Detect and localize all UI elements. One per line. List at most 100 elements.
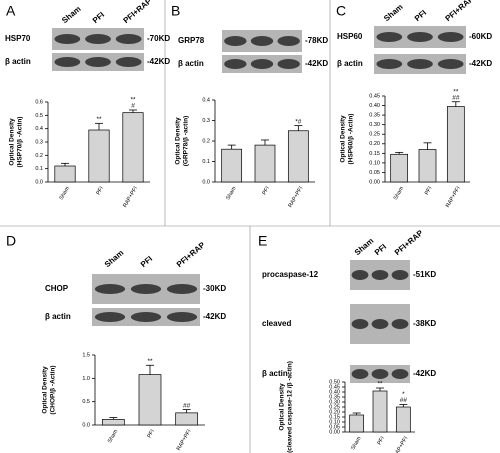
blot-band [277, 59, 300, 69]
blot-size-label: -78KD [305, 36, 328, 45]
bar [122, 112, 144, 183]
blot-band [351, 270, 369, 280]
lane-label: Sham [353, 236, 375, 257]
blot-row-label: β actin [5, 57, 31, 66]
panel-label: C [336, 3, 346, 19]
y-tick-label: 0.50 [329, 379, 340, 385]
bar [175, 412, 199, 426]
y-tick-label: 0.0 [35, 179, 43, 185]
y-tick-label: 0.35 [329, 394, 340, 400]
bar [138, 374, 162, 426]
panel-label: E [258, 233, 267, 249]
blot-band [54, 57, 81, 67]
y-tick-label: 0.4 [35, 126, 43, 132]
x-tick-label: PFI [424, 185, 434, 196]
blot-band [115, 57, 142, 67]
blot-band [371, 369, 389, 379]
blot-band [371, 319, 389, 329]
x-tick-label: Sham [59, 185, 72, 201]
blot-size-label: -42KD [305, 59, 328, 68]
y-tick-label: 0.45 [369, 93, 380, 99]
y-axis-label: (HSP60/β -Actin) [348, 114, 355, 165]
bar [254, 144, 276, 183]
x-tick-label: Sham [225, 185, 238, 201]
blot-band [351, 319, 369, 329]
blot-band [85, 57, 111, 67]
y-tick-label: 0.5 [35, 113, 43, 119]
blot-band [376, 59, 403, 69]
lane-label: PFI+RAP [444, 0, 476, 23]
y-axis-label: Optical Density [9, 118, 16, 166]
y-tick-label: 0.0 [202, 179, 210, 185]
panel-label: A [6, 3, 16, 19]
blot-band [351, 369, 369, 379]
blot-size-label: -42KD [413, 369, 436, 378]
blot-band [54, 34, 81, 44]
blot-row-label: CHOP [45, 284, 69, 293]
y-axis-label: Optical Density [279, 383, 286, 431]
bar [395, 406, 411, 433]
y-axis-label: (cleaved caspase-12 /β -actin) [287, 361, 294, 453]
blot-band [407, 59, 433, 69]
blot-row-label: cleaved [262, 319, 291, 328]
lane-label: PFI+RAP [122, 0, 154, 25]
blot-band [166, 312, 198, 322]
bar [446, 106, 465, 183]
y-tick-label: 0.2 [35, 153, 43, 159]
bar [390, 153, 409, 183]
y-tick-label: 0.10 [329, 419, 340, 425]
significance-mark: ** [377, 381, 383, 388]
blot-row-label: HSP60 [337, 32, 363, 41]
y-tick-label: 0.40 [329, 389, 340, 395]
blot-size-label: -70KD [147, 34, 170, 43]
blot-size-label: -51KD [413, 270, 436, 279]
y-tick-label: 0.00 [329, 429, 340, 435]
blot-row-label: GRP78 [178, 36, 205, 45]
bar [101, 419, 125, 426]
y-tick-label: 0.10 [369, 160, 380, 166]
x-tick-label: PFI [96, 185, 106, 196]
significance-mark: ** [130, 97, 136, 104]
y-tick-label: 0.20 [329, 409, 340, 415]
blot-row-label: β actin [178, 59, 204, 68]
y-tick-label: 0.30 [329, 399, 340, 405]
bar [221, 148, 243, 183]
y-axis-label: (GRP78/β -actin) [183, 116, 190, 167]
panel-label: D [6, 233, 16, 249]
y-tick-label: 0.40 [369, 103, 380, 109]
blot-band [376, 32, 403, 42]
lane-label: PFI [91, 10, 106, 25]
blot-band [130, 284, 162, 294]
significance-mark: ## [183, 402, 191, 409]
blot-row-label: β actin [262, 369, 288, 378]
blot-band [407, 32, 433, 42]
panel-label: B [171, 3, 180, 19]
lane-label: PFI+RAP [393, 228, 425, 257]
y-axis-label: Optical Density [42, 366, 49, 414]
significance-mark: ** [147, 358, 153, 365]
blot-band [224, 36, 247, 46]
y-tick-label: 0.15 [329, 414, 340, 420]
blot-band [166, 284, 198, 294]
y-tick-label: 0.5 [82, 399, 90, 405]
blot-band [277, 36, 300, 46]
blot-band [371, 270, 389, 280]
x-tick-label: RAP+PFI [176, 428, 193, 451]
x-tick-label: PFI [377, 435, 387, 446]
y-axis-label: (CHOP/β -Actin) [50, 365, 57, 414]
blot-band [391, 270, 409, 280]
bar [287, 130, 309, 183]
blot-size-label: -60KD [469, 32, 492, 41]
x-tick-label: PFI [147, 428, 157, 439]
blot-row-label: HSP70 [5, 34, 31, 43]
blot-band [250, 59, 274, 69]
y-tick-label: 0.00 [369, 179, 380, 185]
bar [372, 390, 388, 433]
blot-band [85, 34, 111, 44]
bar [54, 165, 76, 183]
lane-label: PFI [139, 254, 154, 269]
y-tick-label: 0.05 [329, 424, 340, 430]
blot-band [94, 312, 126, 322]
blot-row-label: β actin [337, 59, 363, 68]
y-tick-label: 0.45 [329, 384, 340, 390]
